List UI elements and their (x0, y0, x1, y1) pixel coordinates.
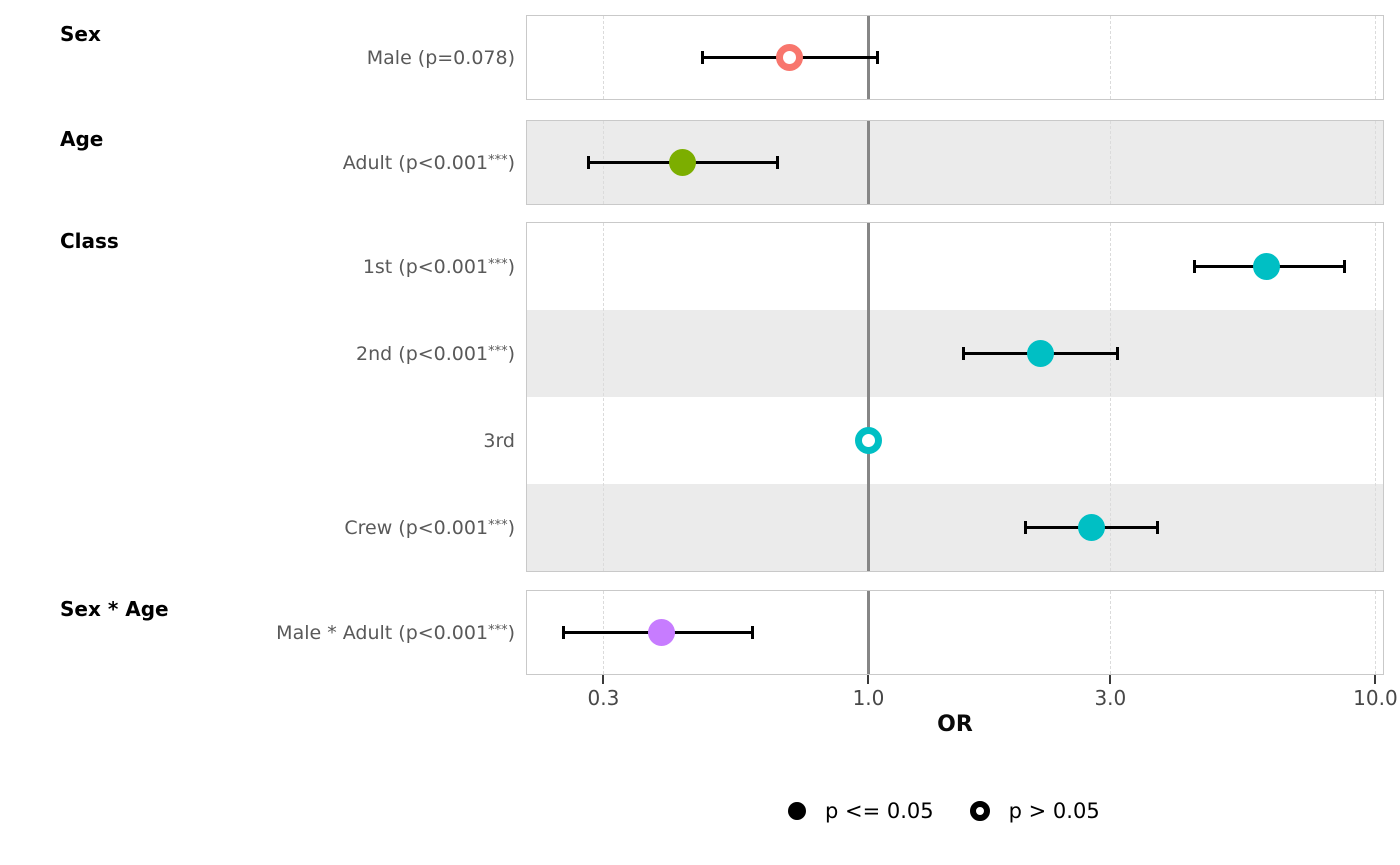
term-label-class-2nd: 2nd (p<0.001***) (0, 340, 515, 371)
point-male-adult (647, 619, 675, 646)
errorbar-cap-low-class-crew (1023, 521, 1027, 534)
group-header-sex: Sex (60, 22, 101, 46)
term-label-text: ) (507, 255, 515, 278)
gridline-dashed-10 (1375, 591, 1377, 674)
significance-stars: *** (488, 256, 508, 272)
panel-sex-age (526, 590, 1384, 675)
significance-stars: *** (488, 343, 508, 359)
open-circle-icon (969, 801, 990, 821)
x-axis-title: OR (937, 712, 973, 737)
row-stripe-class-crew (527, 484, 1383, 571)
point-male (776, 44, 804, 71)
term-label-text: ) (507, 621, 515, 644)
errorbar-cap-low-class-1st (1193, 260, 1197, 273)
term-label-text: ) (507, 151, 515, 174)
x-axis-tick-0.3 (602, 675, 605, 684)
legend-label-significant: p <= 0.05 (825, 799, 934, 823)
errorbar-cap-high-male-adult (750, 626, 754, 639)
term-label-class-3rd: 3rd (483, 429, 515, 452)
errorbar-cap-low-male (700, 51, 704, 64)
point-adult (669, 149, 697, 176)
group-header-class: Class (60, 229, 119, 253)
group-header-age: Age (60, 127, 104, 151)
term-label-text: Crew (p<0.001 (344, 516, 489, 539)
significance-stars: *** (488, 517, 508, 533)
gridline-dashed-10 (1375, 16, 1377, 99)
row-stripe-class-2nd (527, 310, 1383, 397)
errorbar-cap-high-class-crew (1156, 521, 1160, 534)
gridline-dashed-3 (1110, 16, 1112, 99)
x-axis-tick-label-1.0: 1.0 (852, 686, 885, 710)
reference-line-or-1 (866, 223, 870, 571)
term-label-text: ) (507, 516, 515, 539)
significance-stars: *** (488, 622, 508, 638)
term-label-text: 1st (p<0.001 (362, 255, 489, 278)
x-axis-tick-3.0 (1109, 675, 1112, 684)
term-label-text: ) (507, 342, 515, 365)
x-axis-tick-label-3.0: 3.0 (1094, 686, 1127, 710)
errorbar-cap-high-class-1st (1343, 260, 1347, 273)
filled-circle-icon (788, 802, 806, 820)
x-axis-tick-10.0 (1374, 675, 1377, 684)
point-class-1st (1253, 253, 1281, 280)
term-label-class-crew: Crew (p<0.001***) (0, 514, 515, 545)
point-class-2nd (1026, 340, 1054, 367)
gridline-dashed-3 (1110, 121, 1112, 204)
panel-sex (526, 15, 1384, 100)
term-label-text: Adult (p<0.001 (342, 151, 489, 174)
errorbar-cap-low-class-2nd (962, 347, 966, 360)
x-axis-tick-1.0 (867, 675, 870, 684)
legend: p <= 0.05 p > 0.05 (788, 799, 1100, 823)
point-class-3rd (854, 427, 882, 454)
errorbar-cap-high-male (875, 51, 879, 64)
errorbar-cap-low-adult (586, 156, 590, 169)
term-label-text: 2nd (p<0.001 (356, 342, 489, 365)
gridline-dashed-3 (1110, 591, 1112, 674)
term-label-class-1st: 1st (p<0.001***) (0, 253, 515, 284)
gridline-dashed-3 (1110, 223, 1112, 571)
gridline-dashed-10 (1375, 121, 1377, 204)
errorbar-cap-high-adult (775, 156, 779, 169)
errorbar-cap-low-male-adult (561, 626, 565, 639)
term-label-male-adult: Male * Adult (p<0.001***) (0, 619, 515, 650)
significance-stars: *** (488, 152, 508, 168)
panel-class (526, 222, 1384, 572)
point-class-crew (1077, 514, 1105, 541)
panel-age (526, 120, 1384, 205)
x-axis-tick-label-0.3: 0.3 (587, 686, 620, 710)
gridline-dashed-10 (1375, 223, 1377, 571)
reference-line-or-1 (866, 591, 870, 674)
reference-line-or-1 (866, 121, 870, 204)
legend-item-significant: p <= 0.05 (788, 799, 934, 823)
gridline-dashed-0.3 (603, 223, 605, 571)
group-header-sex-age: Sex * Age (60, 597, 169, 621)
term-label-male: Male (p=0.078) (366, 46, 515, 69)
errorbar-cap-high-class-2nd (1116, 347, 1120, 360)
term-label-text: Male * Adult (p<0.001 (276, 621, 489, 644)
gridline-dashed-0.3 (603, 16, 605, 99)
legend-item-nonsignificant: p > 0.05 (969, 799, 1100, 823)
legend-label-nonsignificant: p > 0.05 (1008, 799, 1100, 823)
term-label-adult: Adult (p<0.001***) (0, 149, 515, 180)
x-axis-tick-label-10.0: 10.0 (1353, 686, 1398, 710)
